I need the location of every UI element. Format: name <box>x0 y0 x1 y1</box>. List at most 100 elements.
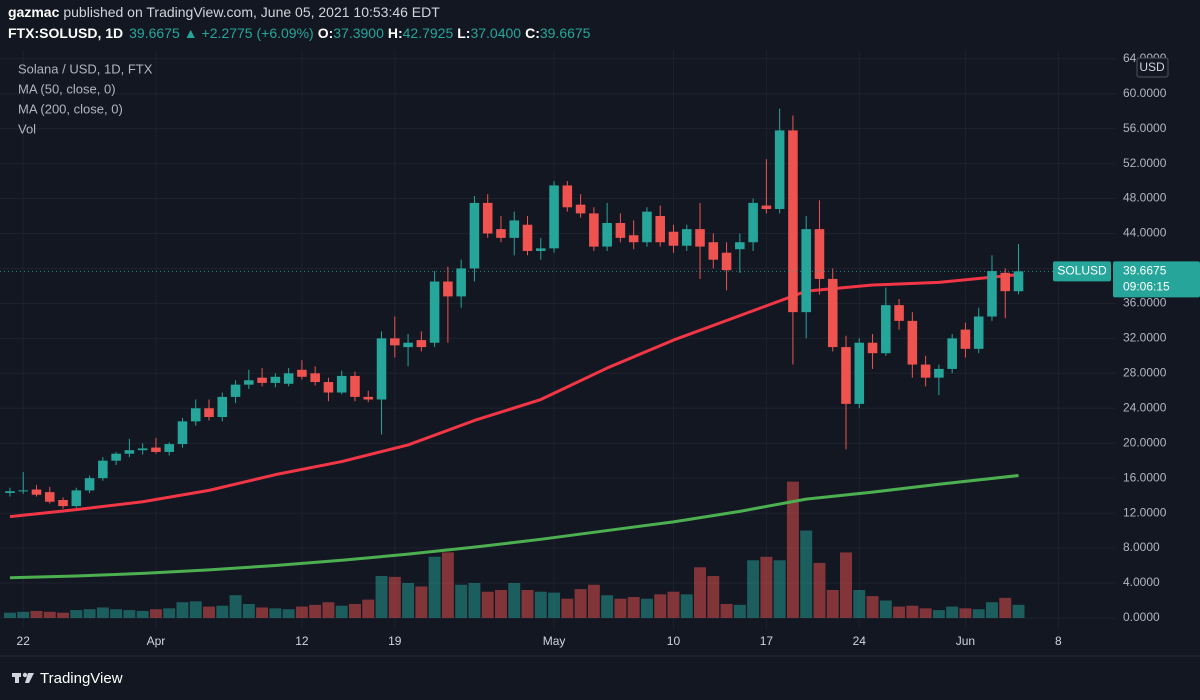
ohlc-label: O: <box>318 25 334 41</box>
candle-body <box>907 320 918 365</box>
candle-body <box>867 342 878 354</box>
candle-body <box>536 248 546 251</box>
candle-body <box>297 369 307 377</box>
volume-bar <box>601 595 614 618</box>
candle-body <box>562 185 573 208</box>
ohlc-label: C: <box>525 25 540 41</box>
price-tag <box>1113 261 1200 298</box>
candle-body <box>257 377 267 383</box>
volume-bar <box>906 605 919 618</box>
volume-bar <box>229 595 242 618</box>
change: +2.2775 (+6.09%) <box>202 25 314 41</box>
ohlc-value: 39.6675 <box>540 25 591 41</box>
candle-body <box>190 408 201 422</box>
volume-bar <box>627 596 640 618</box>
candle-body <box>801 229 811 313</box>
volume-bar <box>242 603 255 618</box>
candle-body <box>44 492 55 502</box>
volume-bar <box>57 612 70 618</box>
x-tick-label: 17 <box>760 634 774 648</box>
symbol-tag-label: SOLUSD <box>1057 264 1107 278</box>
volume-bar <box>494 589 507 618</box>
volume-bar <box>216 605 229 618</box>
candle-body <box>111 453 121 461</box>
volume-bar <box>667 591 680 618</box>
y-tick-label: 44.0000 <box>1123 226 1167 240</box>
volume-bar <box>481 591 494 618</box>
overlay: 0.0000 4.0000 8.0000 12.0000 16.0000 20.0000 2… <box>0 51 1200 648</box>
candle-body <box>230 384 241 397</box>
candle-body <box>124 450 135 454</box>
volume-bar <box>136 610 149 618</box>
brand: TradingView <box>40 670 123 687</box>
candle-body <box>217 396 228 417</box>
candle-body <box>947 338 957 369</box>
volume-bar <box>17 611 30 618</box>
volume-bar <box>375 576 388 618</box>
x-tick-label: 24 <box>853 634 867 648</box>
y-tick-label: 0.0000 <box>1123 610 1160 624</box>
candle-body <box>496 229 506 238</box>
candle-body <box>881 305 891 354</box>
candle-body <box>350 375 360 397</box>
volume-bar <box>680 594 693 618</box>
y-tick-label: 24.0000 <box>1123 400 1167 414</box>
volume-bar <box>176 602 189 618</box>
volume-bar <box>561 598 574 618</box>
candle-body <box>482 202 493 234</box>
volume-bar <box>256 607 269 618</box>
volume-bar <box>269 608 282 618</box>
candle-body <box>695 229 705 247</box>
candle-body <box>668 231 679 246</box>
volume-bar <box>83 609 96 618</box>
y-tick-label: 48.0000 <box>1123 191 1167 205</box>
candle-body <box>177 421 188 445</box>
volume-bar <box>508 583 521 618</box>
x-tick-label: Apr <box>147 634 166 648</box>
volume <box>3 481 1025 618</box>
volume-bar <box>322 602 335 618</box>
candle-body <box>708 242 719 260</box>
volume-bar <box>534 591 547 618</box>
volume-bar <box>999 597 1012 618</box>
volume-bar <box>720 603 733 618</box>
ohlc-value: 42.7925 <box>403 25 454 41</box>
volume-bar <box>349 603 361 618</box>
volume-bar <box>189 601 202 618</box>
volume-bar <box>282 609 295 618</box>
candle-body <box>642 211 652 243</box>
candle-body <box>894 305 904 321</box>
candle-body <box>137 448 148 451</box>
header-line: gazmac published on TradingView.com, June… <box>8 4 440 20</box>
candle-body <box>602 223 612 247</box>
candle-body <box>1000 272 1011 292</box>
ohlc-label: L: <box>457 25 470 41</box>
volume-bar <box>879 600 892 618</box>
volume-bar <box>441 552 454 618</box>
candle-body <box>841 347 851 404</box>
candle-body <box>522 224 533 251</box>
volume-bar <box>3 612 16 618</box>
volume-bar <box>840 552 852 618</box>
candle-body <box>987 271 997 317</box>
moving-averages <box>9 273 1019 580</box>
volume-bar <box>70 610 83 618</box>
candle-body <box>721 252 732 271</box>
volume-bar <box>1012 604 1025 618</box>
volume-bar <box>123 610 136 618</box>
volume-bar <box>800 530 813 618</box>
candle-body <box>761 205 772 210</box>
candle-body <box>98 460 108 479</box>
volume-bar <box>163 608 176 618</box>
publisher: gazmac <box>8 4 60 20</box>
volume-bar <box>362 599 375 618</box>
volume-bar <box>813 562 826 618</box>
y-tick-label: 60.0000 <box>1123 86 1167 100</box>
volume-bar <box>455 584 468 618</box>
legend-entry: MA (200, close, 0) <box>18 101 123 116</box>
volume-bar <box>96 607 109 618</box>
candle-body <box>363 396 374 400</box>
candle-body <box>509 220 520 238</box>
candle-body <box>151 447 161 452</box>
candle-body <box>615 223 626 238</box>
